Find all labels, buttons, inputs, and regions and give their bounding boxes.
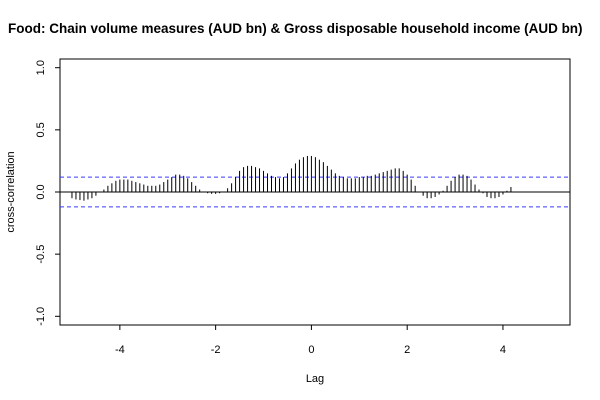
x-axis-label: Lag xyxy=(306,373,324,385)
y-tick-label: 0.5 xyxy=(35,122,47,137)
y-axis-label: cross-correlation xyxy=(5,151,17,232)
y-tick-label: -0.5 xyxy=(35,245,47,264)
x-tick-label: 4 xyxy=(500,344,506,356)
x-tick-label: -2 xyxy=(211,344,221,356)
y-tick-label: -1.0 xyxy=(35,307,47,326)
y-tick-label: 1.0 xyxy=(35,60,47,75)
ccf-spikes xyxy=(71,155,512,201)
x-tick-label: 2 xyxy=(404,344,410,356)
x-tick-label: 0 xyxy=(308,344,314,356)
x-axis: -4 -2 0 2 4 xyxy=(115,324,506,356)
x-tick-label: -4 xyxy=(115,344,125,356)
chart-title: Food: Chain volume measures (AUD bn) & G… xyxy=(8,21,583,36)
y-tick-label: 0.0 xyxy=(35,184,47,199)
y-axis: -1.0 -0.5 0.0 0.5 1.0 xyxy=(35,60,61,326)
